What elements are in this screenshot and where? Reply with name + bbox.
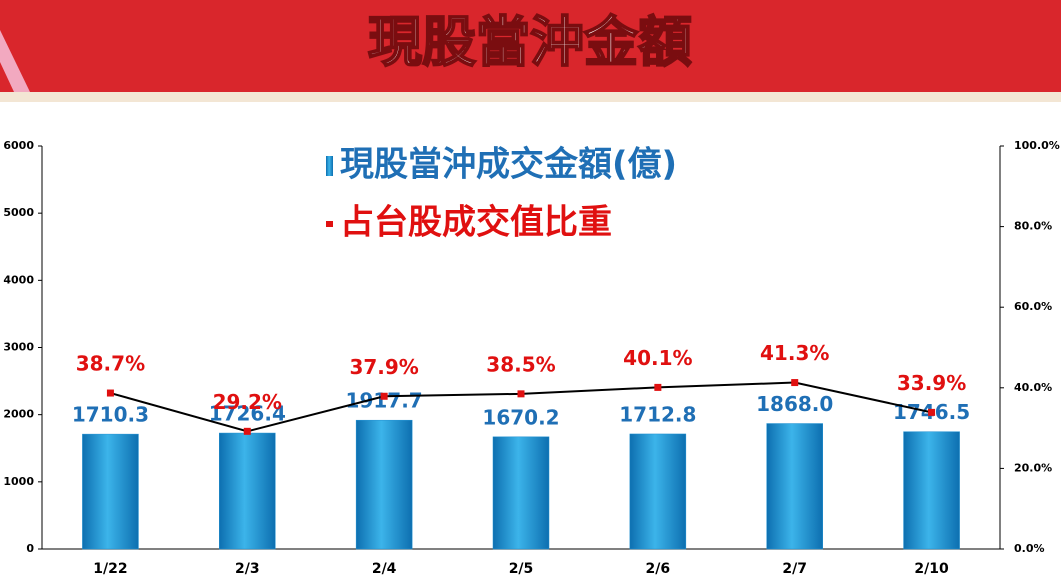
banner-edge: [0, 92, 1061, 102]
y2-tick-label: 80.0%: [1014, 220, 1052, 233]
line-marker: [791, 379, 799, 387]
line-marker: [106, 389, 114, 397]
bar: [355, 419, 413, 550]
y2-tick-label: 20.0%: [1014, 461, 1052, 474]
bar: [903, 431, 960, 550]
bar: [82, 433, 139, 550]
bar-value-label: 1710.3: [72, 403, 149, 427]
bar-value-label: 1868.0: [756, 392, 833, 416]
line-value-label: 37.9%: [349, 355, 418, 379]
banner: [0, 0, 1061, 92]
bar: [629, 433, 687, 550]
chart-title: 現股當沖金額: [368, 11, 692, 74]
y-tick-label: 5000: [3, 206, 34, 219]
line-marker: [243, 427, 251, 435]
line-marker: [654, 383, 662, 391]
line-value-label: 40.1%: [623, 346, 692, 370]
line-value-label: 33.9%: [897, 371, 966, 395]
x-tick-label: 2/4: [372, 561, 397, 577]
y2-tick-label: 40.0%: [1014, 381, 1052, 394]
bar: [492, 436, 550, 550]
y2-tick-label: 0.0%: [1014, 542, 1045, 555]
line-value-label: 38.5%: [486, 352, 555, 376]
line-value-label: 38.7%: [76, 352, 145, 376]
line-marker: [928, 408, 936, 416]
bar: [766, 423, 823, 550]
x-tick-label: 2/10: [914, 561, 949, 577]
line-marker: [517, 390, 525, 398]
bar-value-label: 1712.8: [619, 402, 696, 426]
x-tick-label: 2/3: [235, 561, 260, 577]
line-value-label: 29.2%: [213, 390, 282, 414]
legend-label: 現股當沖成交金額(億): [340, 145, 677, 185]
x-tick-label: 1/22: [93, 561, 127, 577]
legend-label: 占台股成交值比重: [340, 203, 612, 243]
legend-swatch: [326, 221, 333, 227]
x-tick-label: 2/6: [646, 561, 671, 577]
y-tick-label: 0: [26, 542, 34, 555]
y-tick-label: 4000: [3, 273, 34, 286]
y2-tick-label: 100.0%: [1014, 139, 1060, 152]
x-tick-label: 2/7: [782, 561, 807, 577]
x-tick-label: 2/5: [509, 561, 534, 577]
y2-tick-label: 60.0%: [1014, 300, 1052, 313]
bar-value-label: 1726.4: [209, 402, 286, 426]
y-tick-label: 6000: [3, 139, 34, 152]
bar-value-label: 1917.7: [346, 389, 423, 413]
line-value-label: 41.3%: [760, 341, 829, 365]
y-tick-label: 2000: [3, 408, 34, 421]
legend-swatch: [326, 156, 333, 176]
y-tick-label: 1000: [3, 475, 34, 488]
line-marker: [380, 392, 388, 400]
bar-value-label: 1670.2: [482, 405, 559, 429]
bar: [219, 432, 276, 550]
banner-stripe: [0, 30, 30, 92]
y-tick-label: 3000: [3, 341, 34, 354]
